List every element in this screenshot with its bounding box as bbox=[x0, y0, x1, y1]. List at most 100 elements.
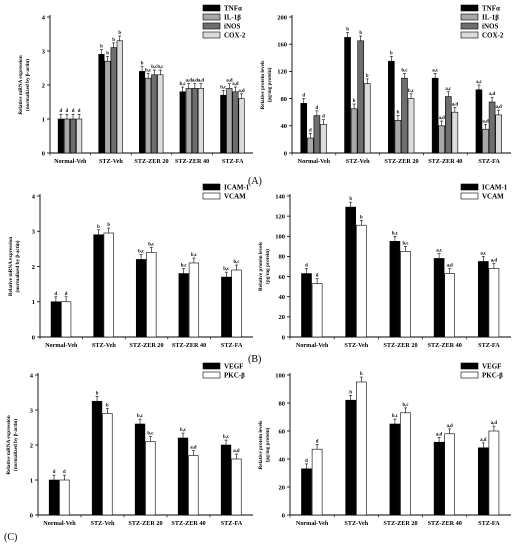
data-label: a,c bbox=[436, 249, 443, 254]
y-tick-label: 140 bbox=[275, 193, 285, 200]
bar bbox=[135, 259, 147, 338]
data-label: a,d bbox=[436, 432, 443, 437]
bar bbox=[57, 118, 64, 154]
bar bbox=[220, 94, 227, 154]
bar bbox=[59, 479, 70, 516]
x-tick-label: STZ-FA bbox=[221, 520, 243, 527]
bar bbox=[482, 128, 489, 154]
data-label: a,d bbox=[482, 119, 489, 124]
legend-label: iNOS bbox=[224, 23, 240, 31]
bar bbox=[477, 447, 489, 516]
bar bbox=[433, 441, 445, 516]
bar bbox=[394, 120, 402, 154]
y-tick-label: 20 bbox=[279, 314, 286, 321]
legend-swatch bbox=[202, 22, 221, 30]
data-label: b,c bbox=[180, 428, 187, 433]
y-tick-label: 40 bbox=[281, 123, 288, 130]
chart-c-mrna: 0 1 2 3 4 Relative mRNA expression (normalized… bbox=[6, 362, 253, 527]
bar bbox=[345, 399, 356, 516]
bar bbox=[355, 224, 367, 338]
legend-label: TNFα bbox=[224, 5, 242, 13]
data-label: b,c bbox=[392, 414, 399, 419]
bar bbox=[495, 114, 502, 154]
y-tick-label: 4 bbox=[30, 372, 34, 379]
y-axis-label: Relative mRNA expression bbox=[18, 55, 24, 114]
data-label: b bbox=[96, 391, 99, 396]
bar bbox=[76, 118, 83, 154]
bar bbox=[151, 74, 158, 154]
data-label: a,c bbox=[432, 68, 439, 73]
bar bbox=[388, 60, 395, 154]
bar bbox=[232, 91, 239, 154]
legend-swatch bbox=[202, 13, 221, 21]
data-label: a,c bbox=[476, 80, 483, 85]
y-tick-label: 20 bbox=[279, 484, 286, 491]
bar bbox=[475, 89, 483, 154]
bar bbox=[146, 252, 157, 338]
y-tick-label: 120 bbox=[277, 69, 287, 76]
legend-label: PKC-β bbox=[224, 372, 245, 380]
legend-swatch bbox=[460, 4, 479, 12]
x-tick-label: Normal-Veh bbox=[296, 342, 329, 349]
x-tick-label: STZ-FA bbox=[222, 158, 244, 165]
data-label: b bbox=[366, 74, 369, 79]
data-label: b,c bbox=[401, 68, 408, 73]
bar bbox=[400, 251, 411, 338]
data-label: a,d bbox=[452, 102, 459, 107]
data-label: b,c bbox=[403, 241, 410, 246]
x-tick-label: Normal-Veh bbox=[296, 520, 329, 527]
bar bbox=[93, 234, 104, 338]
data-label: b,c bbox=[223, 267, 230, 272]
data-label: b,c bbox=[220, 85, 227, 90]
data-label: b,c bbox=[151, 65, 158, 70]
legend-swatch bbox=[202, 362, 221, 370]
y-tick-label: 1 bbox=[30, 477, 33, 484]
data-label: b bbox=[349, 390, 352, 395]
legend-swatch bbox=[460, 183, 479, 191]
data-label: d bbox=[305, 264, 308, 269]
bar bbox=[110, 47, 117, 154]
y-tick-label: 0 bbox=[282, 512, 285, 519]
x-tick-label: Normal-Veh bbox=[43, 520, 76, 527]
data-label: d bbox=[65, 292, 68, 297]
data-label: b bbox=[353, 99, 356, 104]
bar bbox=[301, 273, 312, 338]
y-tick-label: 120 bbox=[275, 213, 285, 220]
legend-label: VCAM bbox=[224, 193, 246, 201]
x-tick-label: STZ-Veh bbox=[99, 158, 123, 165]
bar bbox=[98, 54, 105, 154]
legend-swatch bbox=[460, 371, 479, 379]
data-label: b,c bbox=[392, 231, 399, 236]
data-label: d bbox=[316, 106, 319, 111]
y-tick-label: 100 bbox=[275, 234, 285, 241]
bar bbox=[389, 423, 401, 516]
legend-label: IL-1β bbox=[482, 14, 499, 22]
x-tick-label: STZ-ZER 20 bbox=[129, 342, 163, 349]
x-tick-label: STZ-FA bbox=[221, 342, 243, 349]
data-label: b,c bbox=[137, 414, 144, 419]
bar bbox=[488, 101, 496, 154]
bar bbox=[488, 268, 500, 338]
x-tick-label: STZ-Veh bbox=[346, 158, 370, 165]
x-tick-label: Normal-Veh bbox=[54, 158, 87, 165]
data-label: b bbox=[359, 31, 362, 36]
y-axis-label: Relative protein levels bbox=[258, 421, 264, 470]
bar bbox=[444, 433, 456, 516]
bar bbox=[400, 412, 411, 516]
x-tick-label: STZ-ZER 20 bbox=[383, 342, 417, 349]
data-label: b,c bbox=[234, 260, 241, 265]
bar bbox=[145, 441, 156, 516]
data-label: b bbox=[107, 223, 110, 228]
data-label: d bbox=[309, 128, 312, 133]
x-tick-label: STZ-ZER 40 bbox=[428, 158, 462, 165]
legend-swatch bbox=[202, 371, 221, 379]
data-label: b,c bbox=[181, 264, 188, 269]
x-tick-label: STZ-Veh bbox=[91, 520, 115, 527]
data-label: b bbox=[106, 51, 109, 56]
y-tick-label: 3 bbox=[32, 229, 36, 236]
y-axis-label: Relative protein levels bbox=[260, 61, 266, 110]
bar bbox=[350, 108, 358, 154]
y-tick-label: 0 bbox=[30, 512, 33, 519]
bar bbox=[231, 458, 242, 516]
chart-a-mrna: 0 1 2 3 4 Relative mRNA expression (normalized… bbox=[18, 5, 253, 165]
